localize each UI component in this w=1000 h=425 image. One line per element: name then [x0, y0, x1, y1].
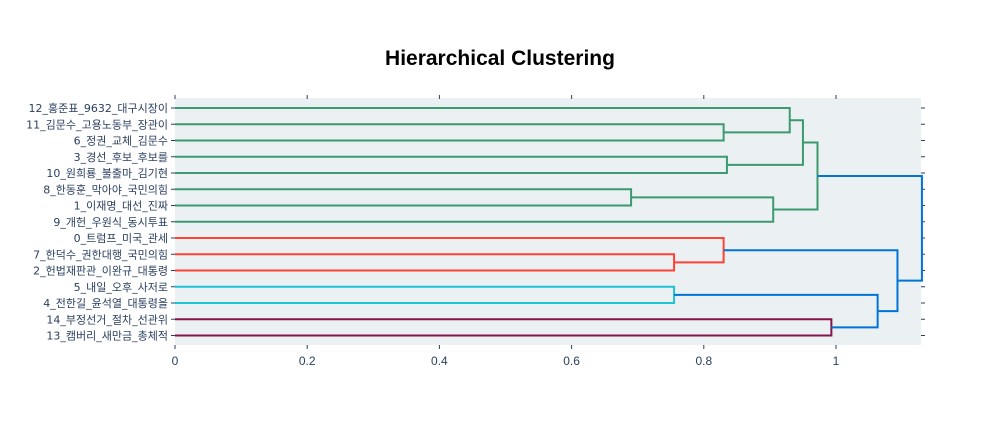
y-tick-marks: [171, 107, 925, 336]
dendrogram-links: [175, 107, 923, 337]
leaf-label: 3_경선_후보_후보를: [74, 151, 168, 164]
leaf-label: 8_한동훈_막아야_국민의힘: [43, 183, 168, 196]
x-tick-label: 0.4: [431, 354, 448, 368]
x-tick-label: 0: [172, 354, 179, 368]
x-tick-labels: 0 0.2 0.4 0.6 0.8 1: [172, 354, 840, 368]
x-tick-marks: [174, 95, 837, 349]
dendrogram-link: [817, 175, 923, 282]
leaf-label: 12_홍준표_9632_대구시장이: [29, 101, 168, 115]
x-tick-label: 0.8: [695, 354, 712, 368]
leaf-label: 2_헌법재판관_이완규_대통령: [33, 265, 168, 278]
chart-title: Hierarchical Clustering: [385, 47, 615, 70]
leaf-label: 1_이재명_대선_진짜: [74, 200, 168, 213]
x-tick-label: 0.6: [563, 354, 580, 368]
leaf-label: 10_원희룡_불출마_김기현: [46, 167, 168, 180]
leaf-label: 6_정권_교체_김문수: [74, 135, 168, 148]
leaf-label: 5_내일_오후_사저로: [74, 280, 168, 294]
x-tick-label: 1: [833, 354, 840, 368]
leaf-label: 9_개헌_우원식_동시투표: [53, 216, 168, 229]
leaf-label: 0_트럼프_미국_관세: [74, 232, 168, 245]
x-tick-label: 0.2: [299, 354, 316, 368]
leaf-label: 7_한덕수_권한대행_국민의힘: [33, 248, 168, 261]
leaf-label: 11_김문수_고용노동부_장관이: [26, 118, 168, 131]
leaf-labels: 12_홍준표_9632_대구시장이 11_김문수_고용노동부_장관이 6_정권_교체…: [26, 101, 168, 343]
leaf-label: 4_전한길_윤석열_대통령을: [43, 297, 168, 310]
leaf-label: 13_캠버리_새만금_총체적: [46, 330, 168, 343]
leaf-label: 14_부정선거_절차_선관위: [46, 313, 168, 326]
